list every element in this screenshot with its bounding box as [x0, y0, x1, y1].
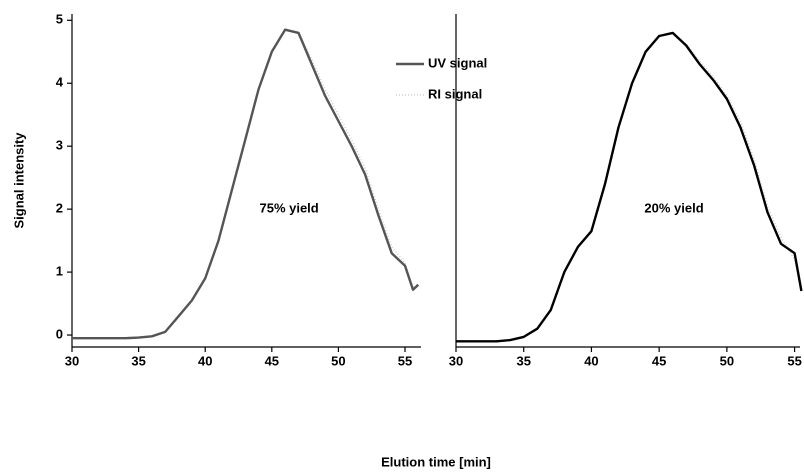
x-tick-label: 40 [584, 353, 598, 368]
series-line [72, 28, 419, 339]
x-tick-label: 55 [398, 353, 412, 368]
y-axis-label: Signal intensity [11, 132, 26, 229]
series-line [456, 32, 803, 343]
legend-label: UV signal [428, 55, 487, 70]
annotation: 75% yield [259, 201, 318, 216]
y-tick-label: 1 [56, 264, 63, 279]
legend-label: RI signal [428, 86, 482, 101]
y-tick-label: 0 [56, 326, 63, 341]
x-axis-label: Elution time [min] [381, 454, 491, 469]
x-tick-label: 45 [265, 353, 279, 368]
y-tick-label: 3 [56, 138, 63, 153]
x-tick-label: 30 [449, 353, 463, 368]
x-tick-label: 30 [65, 353, 79, 368]
annotation: 20% yield [644, 201, 703, 216]
x-tick-label: 40 [198, 353, 212, 368]
series-line [456, 31, 803, 343]
x-tick-label: 35 [516, 353, 530, 368]
x-tick-label: 50 [720, 353, 734, 368]
y-tick-label: 5 [56, 12, 63, 27]
y-tick-label: 2 [56, 201, 63, 216]
x-tick-label: 45 [652, 353, 666, 368]
x-tick-label: 50 [331, 353, 345, 368]
x-tick-label: 55 [787, 353, 801, 368]
y-tick-label: 4 [56, 75, 64, 90]
x-tick-label: 35 [131, 353, 145, 368]
series-line [72, 28, 420, 340]
